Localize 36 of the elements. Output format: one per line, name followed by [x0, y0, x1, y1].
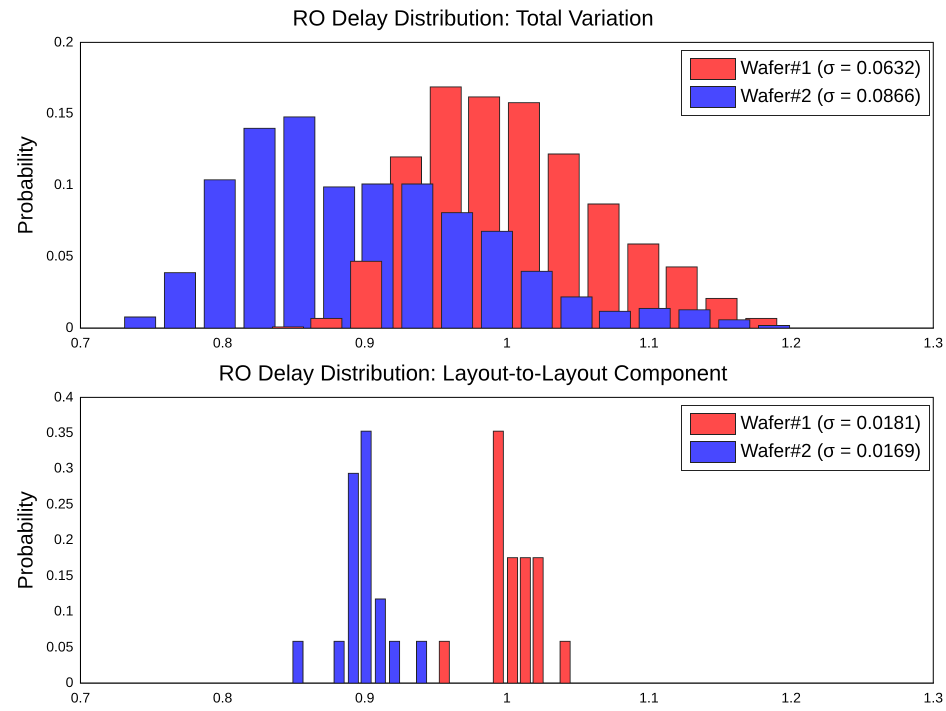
x-tick-label: 0.9 [354, 334, 375, 350]
x-tick-label: 1.2 [781, 334, 802, 350]
y-tick-label: 0.4 [54, 388, 74, 404]
y-tick-label: 0.1 [54, 176, 74, 192]
x-tick-label: 1 [502, 689, 511, 706]
y-tick-label: 0.15 [46, 566, 74, 583]
chart-title: RO Delay Distribution: Layout-to-Layout Component [218, 360, 728, 386]
x-tick-label: 1.1 [639, 334, 659, 350]
x-tick-label: 0.9 [354, 689, 375, 706]
y-tick-label: 0.15 [46, 104, 74, 121]
x-tick-label: 1.2 [781, 689, 802, 706]
x-tick-label: 0.7 [70, 689, 90, 706]
legend-label: Wafer#2 (σ = 0.0866) [740, 86, 921, 108]
y-tick-label: 0 [66, 319, 74, 336]
x-tick-label: 0.8 [212, 334, 233, 350]
legend-label: Wafer#1 (σ = 0.0181) [740, 413, 921, 435]
y-tick-label: 0.25 [46, 495, 74, 512]
y-tick-label: 0.05 [46, 248, 74, 264]
x-tick-label: 0.8 [212, 689, 233, 706]
x-tick-label: 0.7 [70, 334, 90, 350]
y-tick-label: 0 [66, 674, 74, 690]
x-tick-label: 1.1 [639, 689, 659, 706]
y-tick-label: 0.1 [54, 602, 74, 619]
legend-label: Wafer#1 (σ = 0.0632) [740, 58, 921, 80]
y-axis-title: Probability [14, 136, 38, 234]
x-tick-label: 1.3 [924, 334, 944, 350]
y-tick-label: 0.05 [46, 638, 74, 654]
y-axis-title: Probability [14, 490, 38, 590]
y-tick-label: 0.2 [54, 531, 74, 548]
x-tick-label: 1 [502, 334, 511, 350]
x-tick-label: 1.3 [924, 689, 944, 706]
legend-label: Wafer#2 (σ = 0.0169) [740, 441, 921, 463]
chart-title: RO Delay Distribution: Total Variation [292, 5, 654, 30]
y-tick-label: 0.3 [54, 460, 74, 476]
y-tick-label: 0.35 [46, 424, 74, 440]
y-tick-label: 0.2 [54, 33, 74, 50]
